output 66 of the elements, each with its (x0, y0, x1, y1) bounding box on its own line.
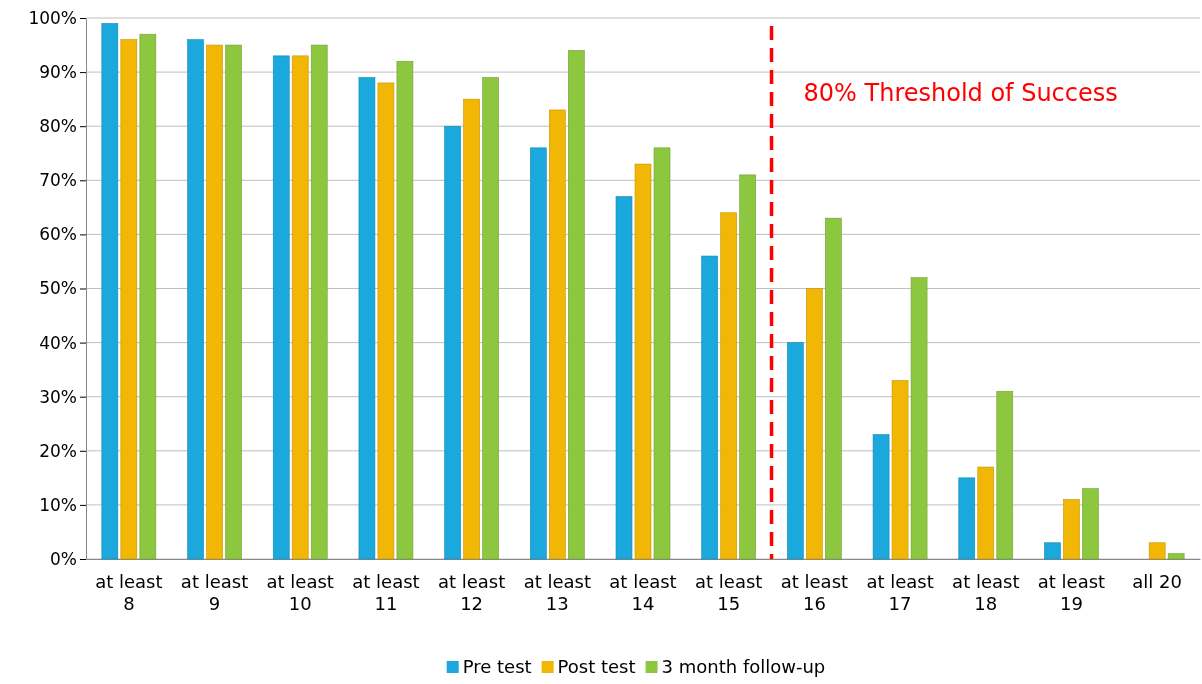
bar (358, 77, 376, 560)
x-tick-label: at least 13 (523, 570, 591, 615)
bar (634, 163, 652, 560)
bar (139, 33, 157, 560)
y-tick-label: 10% (39, 494, 77, 515)
bar (310, 44, 328, 560)
y-tick-label: 30% (39, 386, 77, 407)
bar (1063, 499, 1080, 560)
bar (701, 255, 718, 560)
bar (653, 147, 671, 560)
x-tick-label: at least 19 (1037, 570, 1106, 615)
y-tick-label: 0% (50, 548, 77, 569)
legend-label: Post test (557, 656, 636, 677)
legend-label: Pre test (462, 656, 532, 677)
bar (549, 109, 566, 560)
x-tick-label: at least 11 (352, 570, 420, 615)
x-tick-label: at least 12 (437, 570, 506, 615)
x-tick-label: at least 16 (780, 570, 849, 615)
bar (615, 196, 633, 560)
bar (291, 55, 309, 560)
x-tick-label: at least 17 (866, 570, 934, 615)
bar (187, 39, 204, 560)
bar (530, 147, 547, 560)
bar (101, 23, 119, 560)
bar (1044, 542, 1061, 560)
x-tick-label: at least 18 (952, 570, 1020, 615)
x-tick-label: at least 15 (695, 570, 763, 615)
bar (910, 277, 928, 560)
y-tick-label: 60% (39, 224, 77, 245)
bar (1167, 553, 1185, 560)
x-tick-label: at least 10 (266, 570, 334, 615)
bar (444, 125, 461, 560)
bar (825, 217, 842, 560)
bar (482, 77, 499, 560)
y-tick-label: 90% (39, 62, 77, 83)
x-tick-label: at least 14 (609, 570, 677, 615)
x-tick-label: at least 9 (180, 570, 249, 615)
bar (977, 466, 995, 560)
bar (206, 44, 223, 560)
y-tick-label: 70% (39, 170, 77, 191)
y-tick-label: 40% (39, 332, 77, 353)
x-tick-label: all 20 (1132, 570, 1182, 592)
bar (463, 98, 480, 560)
bar (272, 55, 290, 560)
bar (806, 288, 823, 560)
bar (787, 342, 804, 560)
legend-label: 3 month follow-up (661, 656, 826, 677)
bar (872, 434, 890, 560)
bar (120, 39, 138, 560)
bar (958, 477, 976, 560)
bar (996, 390, 1014, 560)
bar (568, 50, 585, 560)
bar (396, 60, 414, 560)
bar (720, 212, 737, 560)
bar (1148, 542, 1166, 560)
y-tick-label: 80% (39, 116, 77, 137)
y-tick-label: 50% (39, 278, 77, 299)
y-tick-label: 100% (28, 7, 77, 28)
bar (377, 82, 395, 560)
bar (891, 380, 909, 560)
annotation: 80% Threshold of Success (803, 79, 1118, 107)
bar (225, 44, 242, 560)
bar (1082, 488, 1099, 560)
y-tick-label: 20% (39, 440, 77, 461)
bar (739, 174, 756, 560)
x-tick-label: at least 8 (95, 570, 163, 615)
